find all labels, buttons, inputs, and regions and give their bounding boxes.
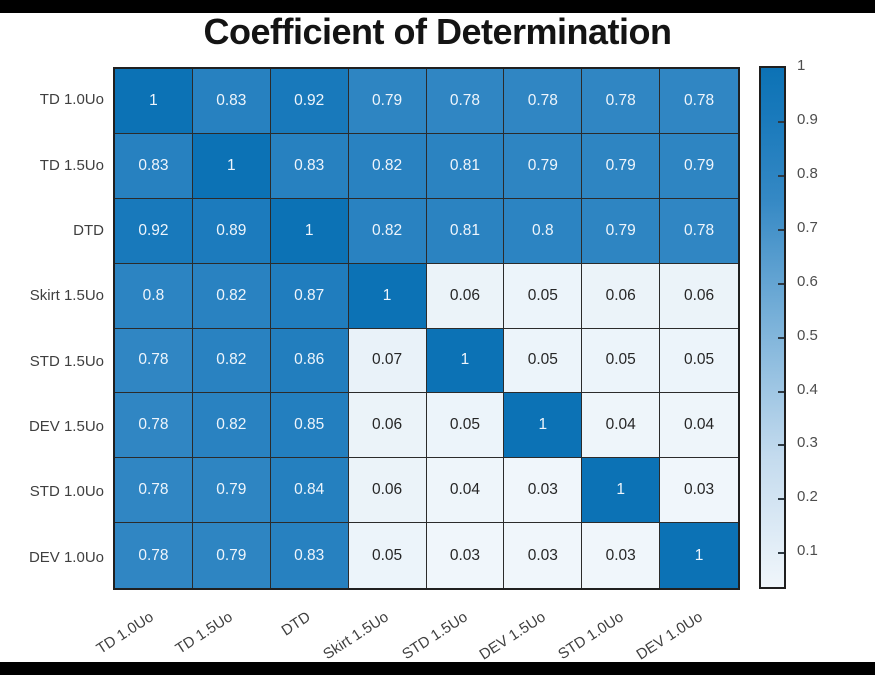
y-tick-label: STD 1.5Uo — [29, 352, 104, 370]
heatmap-cell: 0.06 — [348, 458, 427, 524]
heatmap-cell: 0.06 — [348, 393, 427, 459]
colorbar-tick-label: 0.7 — [797, 218, 818, 236]
heatmap-cell: 1 — [115, 69, 193, 134]
heatmap-grid: 1 0.83 0.92 0.79 0.78 0.78 0.78 0.78 0.83 1 0.83 0.… — [113, 67, 740, 590]
heatmap-cell: 0.79 — [192, 458, 271, 524]
colorbar-tick-label: 0.9 — [797, 110, 818, 128]
y-tick-label: DEV 1.0Uo — [28, 548, 104, 566]
heatmap-cell: 0.8 — [504, 198, 583, 264]
heatmap-cell: 0.82 — [192, 328, 271, 394]
heatmap-cell: 0.03 — [504, 458, 583, 524]
heatmap-cell: 0.79 — [582, 133, 661, 199]
heatmap-cell: 0.78 — [504, 69, 583, 134]
heatmap-cell: 0.04 — [582, 393, 661, 459]
heatmap-cell: 0.85 — [270, 393, 349, 459]
heatmap-cell: 0.81 — [426, 133, 505, 199]
heatmap-cell: 0.83 — [270, 133, 349, 199]
y-tick-label: DEV 1.5Uo — [28, 418, 104, 436]
colorbar-tick — [778, 498, 784, 501]
heatmap-cell: 0.07 — [348, 328, 427, 394]
heatmap-cell: 0.06 — [582, 263, 661, 329]
heatmap-cell: 0.83 — [115, 133, 193, 199]
heatmap-cell: 0.79 — [192, 523, 271, 588]
heatmap-cell: 0.05 — [426, 393, 505, 459]
chart-title: Coefficient of Determination — [203, 11, 672, 52]
heatmap-cell: 0.03 — [582, 523, 661, 588]
heatmap-cell: 0.04 — [426, 458, 505, 524]
colorbar-tick-label: 0.2 — [797, 488, 818, 506]
heatmap-cell: 0.86 — [270, 328, 349, 394]
colorbar-tick — [778, 444, 784, 447]
heatmap-cell: 1 — [582, 458, 661, 524]
colorbar-tick-label: 0.3 — [797, 434, 818, 452]
heatmap-cell: 0.82 — [192, 263, 271, 329]
heatmap-cell: 0.83 — [270, 523, 349, 588]
heatmap-cell: 0.03 — [660, 458, 738, 524]
heatmap-cell: 0.79 — [582, 198, 661, 264]
colorbar-tick — [778, 174, 784, 177]
heatmap-cell: 1 — [426, 328, 505, 394]
heatmap-cell: 0.78 — [115, 328, 193, 394]
heatmap-cell: 0.06 — [660, 263, 738, 329]
heatmap-cell: 0.92 — [270, 69, 349, 134]
heatmap-cell: 0.03 — [504, 523, 583, 588]
heatmap-cell: 0.89 — [192, 198, 271, 264]
heatmap-cell: 0.78 — [115, 523, 193, 588]
y-tick-label: STD 1.0Uo — [29, 483, 104, 501]
heatmap-cell: 0.78 — [660, 198, 738, 264]
heatmap-cell: 0.84 — [270, 458, 349, 524]
y-tick-label: DTD — [73, 221, 104, 239]
y-tick-label: Skirt 1.5Uo — [29, 287, 104, 305]
letterbox-bar-bottom — [0, 662, 875, 675]
colorbar-tick — [778, 282, 784, 285]
heatmap-cell: 0.05 — [582, 328, 661, 394]
heatmap-cell: 0.8 — [115, 263, 193, 329]
heatmap-cell: 0.78 — [426, 69, 505, 134]
heatmap-cell: 0.78 — [115, 458, 193, 524]
heatmap-cell: 0.82 — [192, 393, 271, 459]
colorbar-tick-label: 0.4 — [797, 380, 818, 398]
heatmap-cell: 0.78 — [115, 393, 193, 459]
heatmap-cell: 0.92 — [115, 198, 193, 264]
heatmap-cell: 0.05 — [504, 263, 583, 329]
heatmap-cell: 0.05 — [504, 328, 583, 394]
colorbar — [759, 66, 786, 589]
heatmap-cell: 0.03 — [426, 523, 505, 588]
letterbox-bar-top — [0, 0, 875, 13]
colorbar-tick-label: 0.1 — [797, 542, 818, 560]
y-tick-label: TD 1.5Uo — [39, 156, 104, 174]
heatmap-cell: 0.79 — [504, 133, 583, 199]
heatmap-cell: 0.87 — [270, 263, 349, 329]
heatmap-cell: 1 — [192, 133, 271, 199]
heatmap-cell: 1 — [348, 263, 427, 329]
colorbar-tick — [778, 120, 784, 123]
colorbar-tick — [778, 390, 784, 393]
heatmap-cell: 1 — [660, 523, 738, 588]
heatmap-cell: 0.05 — [348, 523, 427, 588]
colorbar-tick — [778, 552, 784, 555]
colorbar-tick-label: 0.8 — [797, 164, 818, 182]
colorbar-tick-label: 0.5 — [797, 326, 818, 344]
heatmap-cell: 0.82 — [348, 133, 427, 199]
colorbar-tick-label: 1 — [797, 57, 806, 74]
y-tick-label: TD 1.0Uo — [39, 91, 104, 109]
heatmap-cell: 0.78 — [582, 69, 661, 134]
colorbar-tick — [778, 336, 784, 339]
heatmap-cell: 0.79 — [660, 133, 738, 199]
heatmap-cell: 0.81 — [426, 198, 505, 264]
heatmap-cell: 0.82 — [348, 198, 427, 264]
heatmap-cell: 0.83 — [192, 69, 271, 134]
heatmap-cell: 1 — [270, 198, 349, 264]
colorbar-tick-label: 0.6 — [797, 272, 818, 290]
heatmap-cell: 0.78 — [660, 69, 738, 134]
heatmap-cell: 1 — [504, 393, 583, 459]
heatmap-cell: 0.06 — [426, 263, 505, 329]
colorbar-tick — [778, 228, 784, 231]
heatmap-cell: 0.79 — [348, 69, 427, 134]
heatmap-cell: 0.04 — [660, 393, 738, 459]
heatmap-cell: 0.05 — [660, 328, 738, 394]
